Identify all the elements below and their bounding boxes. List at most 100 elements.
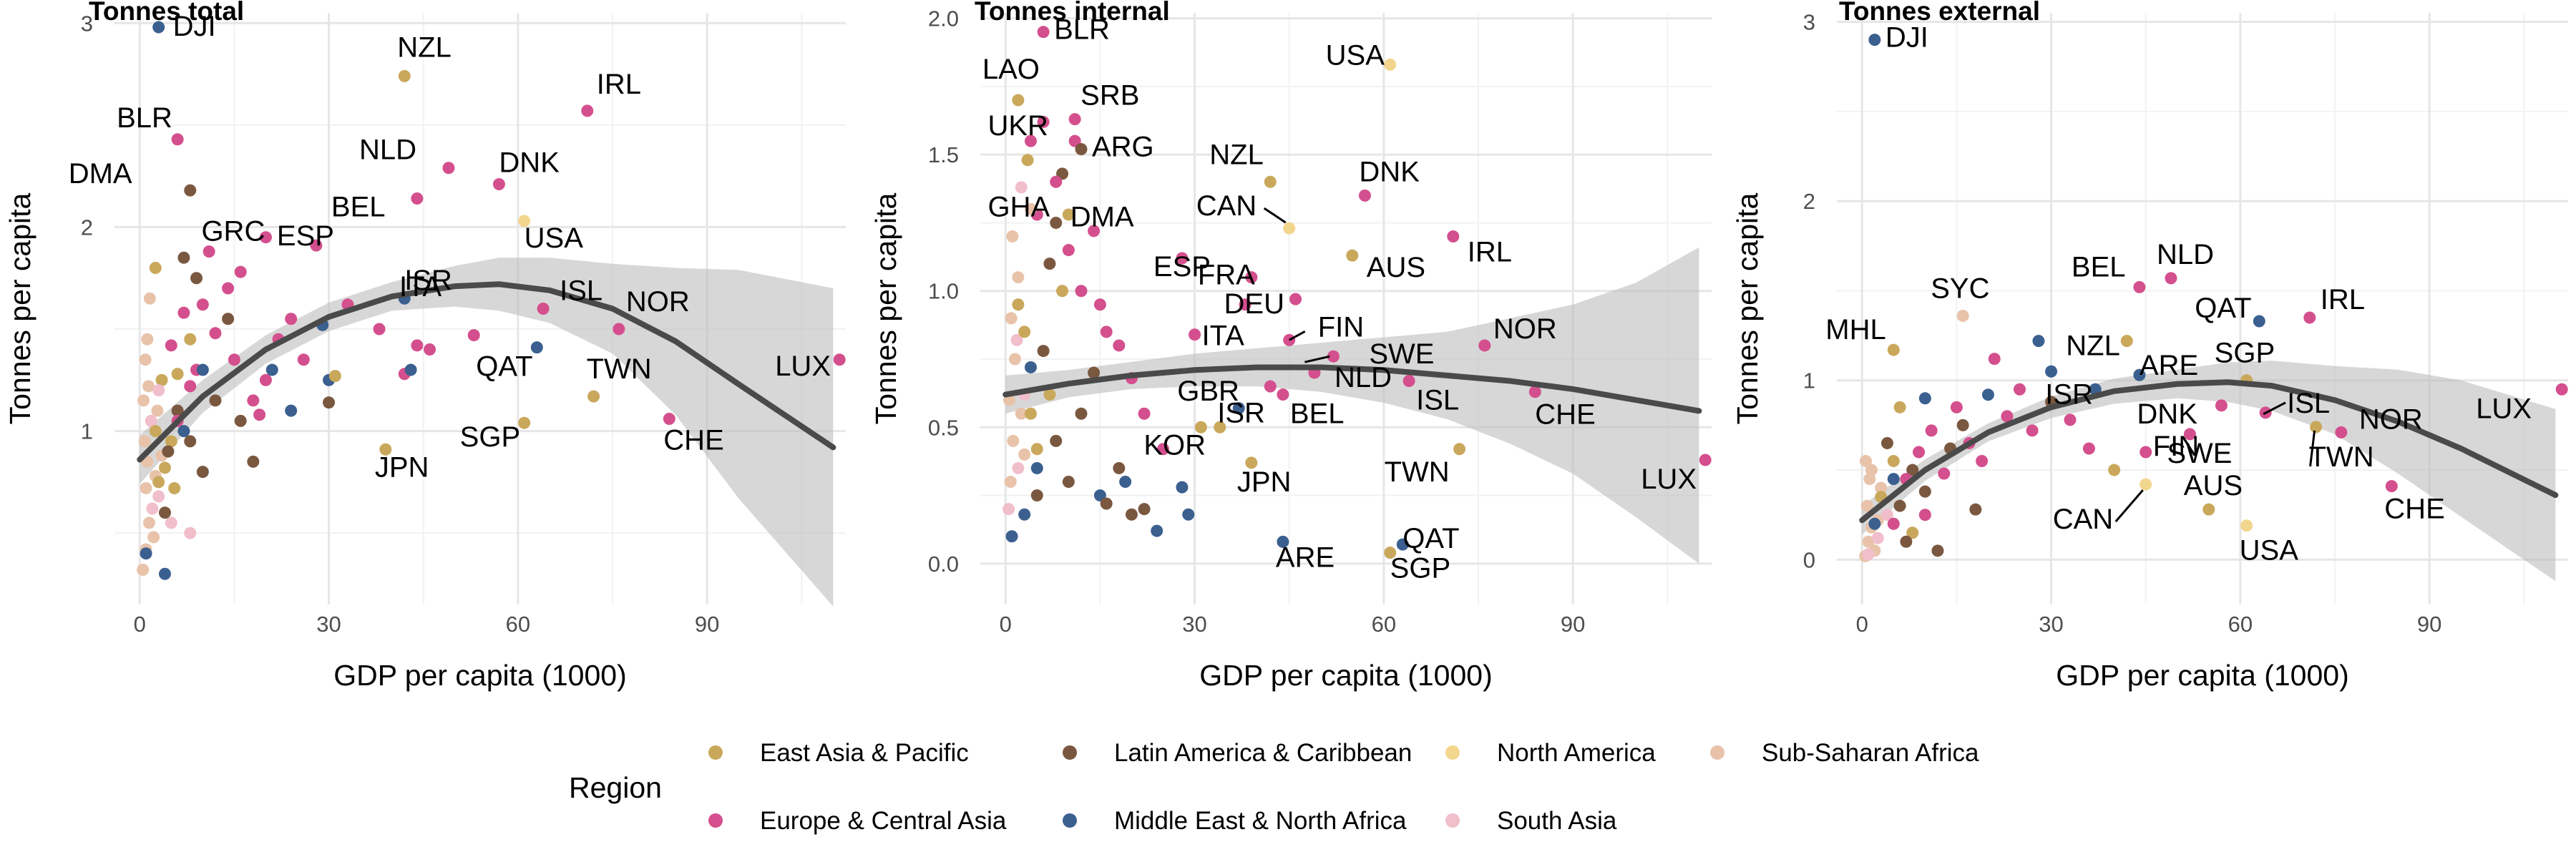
x-tick-label: 60 — [506, 612, 530, 637]
point-label-irl: IRL — [597, 69, 641, 100]
data-point — [196, 298, 209, 311]
data-point-lao — [1012, 94, 1025, 107]
data-point — [1062, 208, 1075, 221]
point-label-fin: FIN — [2153, 431, 2199, 462]
point-label-swe: SWE — [1369, 338, 1434, 370]
point-label-twn: TWN — [1385, 456, 1450, 488]
data-point-dma — [1050, 216, 1063, 229]
data-point-twn — [587, 390, 600, 403]
x-tick-label: 60 — [2228, 612, 2253, 637]
point-label-gbr: GBR — [1177, 376, 1239, 407]
point-label-aus: AUS — [2184, 470, 2243, 501]
data-point-swe — [1327, 350, 1340, 363]
y-tick-label: 0.5 — [928, 415, 959, 440]
data-point-twn — [1453, 443, 1466, 456]
data-point — [165, 435, 177, 448]
data-point — [1918, 509, 1931, 521]
data-point-mhl — [1887, 343, 1900, 356]
point-label-qat: QAT — [476, 351, 532, 383]
data-point-irl — [1447, 230, 1460, 243]
data-point — [1871, 532, 1884, 544]
data-point — [1938, 467, 1951, 480]
data-point-dji — [152, 21, 165, 34]
point-label-kor: KOR — [1143, 429, 1206, 461]
data-point — [297, 353, 310, 366]
legend-swatch — [1710, 745, 1724, 760]
data-point — [140, 481, 152, 494]
data-point-bel — [1277, 388, 1289, 401]
x-tick-label: 30 — [2039, 612, 2063, 637]
y-tick-label: 2.0 — [928, 6, 959, 31]
legend-label: East Asia & Pacific — [760, 739, 969, 767]
data-point — [1976, 455, 1989, 468]
panel-title: Tonnes internal — [975, 0, 1170, 26]
data-point — [1015, 407, 1028, 420]
panel-title: Tonnes external — [1839, 0, 2040, 26]
data-point — [323, 396, 336, 409]
data-point-isl — [537, 303, 550, 315]
data-point — [1030, 461, 1043, 474]
data-point — [1988, 353, 2001, 366]
data-point — [1030, 443, 1043, 456]
data-point — [1062, 476, 1075, 489]
data-point — [234, 265, 247, 278]
data-point — [1893, 401, 1906, 413]
data-point — [1008, 353, 1021, 366]
data-point — [2014, 383, 2026, 396]
data-point-deu — [1289, 293, 1302, 305]
y-tick-label: 2 — [1803, 189, 1815, 214]
data-point — [1860, 499, 1873, 512]
legend-swatch — [708, 745, 723, 760]
data-point-can — [1283, 222, 1296, 235]
point-label-jpn: JPN — [1237, 466, 1292, 498]
data-point-nor — [613, 323, 625, 336]
leader-line — [1304, 355, 1330, 363]
data-point-bel — [411, 192, 424, 205]
data-point-nor — [1478, 339, 1491, 352]
data-point — [165, 516, 177, 529]
data-point-qat — [2253, 315, 2265, 328]
data-point-usa — [518, 215, 531, 227]
data-point — [1113, 461, 1126, 474]
confidence-band — [1005, 247, 1699, 564]
data-point — [1125, 508, 1138, 521]
point-label-jpn: JPN — [375, 451, 429, 483]
point-label-nzl: NZL — [1209, 139, 1264, 170]
point-label-can: CAN — [2053, 504, 2113, 535]
data-point-lux — [1699, 454, 1712, 466]
leader-line — [2114, 489, 2144, 523]
point-label-qat: QAT — [1402, 523, 1459, 554]
x-tick-label: 0 — [1856, 612, 1868, 637]
data-point — [152, 490, 165, 503]
data-point — [1956, 418, 1969, 431]
legend-label: North America — [1497, 739, 1656, 767]
data-point — [1024, 361, 1037, 373]
y-tick-label: 3 — [81, 11, 93, 36]
point-label-nzl: NZL — [397, 31, 452, 63]
data-point — [1113, 339, 1126, 352]
data-point — [1006, 230, 1019, 243]
x-axis-title: GDP per capita (1000) — [2056, 659, 2348, 692]
data-point — [1119, 476, 1132, 489]
data-point-ukr — [1024, 134, 1037, 147]
legend-label: Europe & Central Asia — [760, 807, 1007, 835]
point-label-twn: TWN — [2309, 441, 2374, 473]
data-point — [1918, 485, 1931, 498]
data-point — [373, 323, 386, 336]
point-label-nld: NLD — [2157, 239, 2214, 270]
data-point — [1010, 333, 1023, 346]
data-point — [1887, 455, 1900, 468]
point-label-swe: SWE — [2167, 438, 2232, 469]
data-point — [143, 292, 156, 305]
data-point — [1906, 526, 1919, 539]
point-label-syc: SYC — [1931, 273, 1989, 305]
data-point — [168, 481, 181, 494]
point-label-che: CHE — [2384, 494, 2444, 525]
data-point — [184, 333, 197, 346]
data-point-sgp — [518, 416, 531, 429]
data-point-nor — [2335, 426, 2348, 439]
data-point — [1062, 244, 1075, 257]
data-point-nld — [442, 162, 455, 175]
leader-line — [2263, 401, 2286, 416]
data-point — [1100, 325, 1113, 338]
